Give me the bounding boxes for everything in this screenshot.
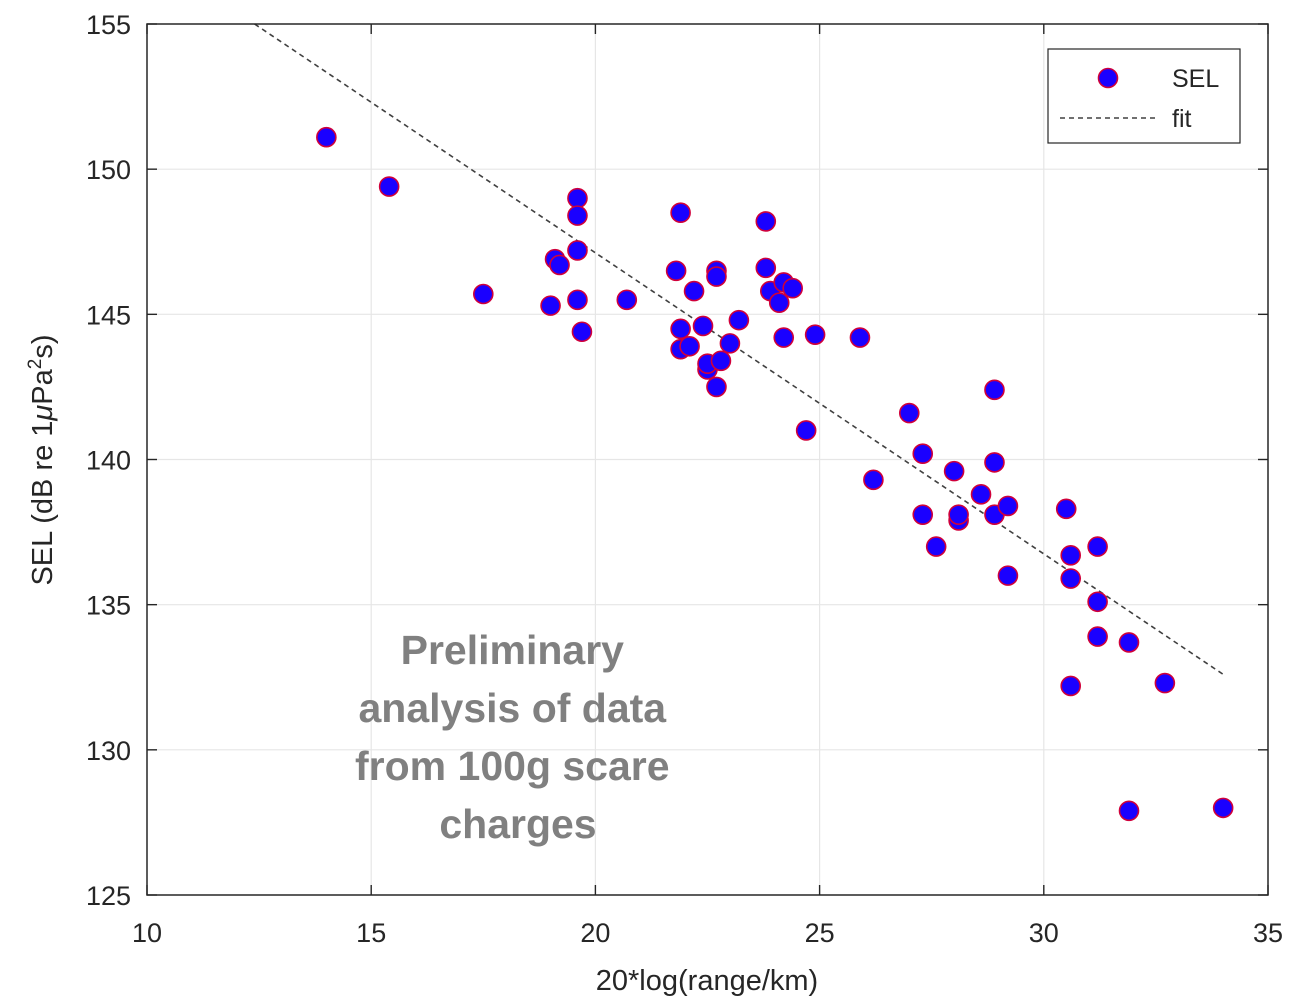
data-point [1087,536,1108,557]
data-point [316,126,337,148]
data-point [549,254,570,276]
data-point [670,202,691,224]
data-point [948,504,969,525]
data-point [1087,626,1108,647]
data-point [863,469,884,491]
data-point [1212,797,1234,819]
data-points [316,126,1234,822]
data-point [571,321,593,343]
data-point [472,283,494,305]
data-point [912,443,934,464]
data-point [795,420,817,441]
data-point [1060,568,1082,589]
data-point [719,333,741,354]
data-point [567,187,588,209]
data-point [1055,498,1077,520]
data-point [984,379,1005,401]
y-tick-label: 130 [86,736,131,766]
data-point [773,327,795,348]
y-tick-label: 125 [86,881,131,911]
data-point [755,211,777,232]
data-point [692,315,714,337]
data-point [782,277,803,299]
axis-ticks [146,23,1269,896]
data-point [1118,800,1140,822]
y-tick-label: 150 [86,155,131,185]
data-point [970,484,992,505]
data-point [804,324,826,345]
y-tick-label: 140 [86,446,131,476]
legend-fit-label: fit [1172,105,1192,133]
y-tick-label: 155 [86,10,131,40]
data-point [849,327,871,348]
data-point [984,452,1005,473]
data-point [728,309,750,331]
grid-lines [147,24,1268,895]
data-point [567,240,588,261]
y-axis-label: SEL (dB re 1μPa2s) [25,334,59,585]
data-point [1087,591,1108,613]
data-point [706,376,727,398]
legend-sel-label: SEL [1172,65,1219,93]
data-point [1060,675,1082,697]
data-point [670,318,691,340]
data-point [706,266,727,287]
y-tick-label: 135 [86,591,131,621]
data-point [768,292,790,314]
data-point [755,257,777,279]
data-point [679,335,700,357]
x-tick-label: 15 [356,918,386,948]
data-point [997,565,1019,586]
data-point [710,350,732,372]
fit-line [254,23,1224,676]
x-tick-label: 25 [805,918,835,948]
legend-box [1047,48,1241,144]
data-point [925,536,947,557]
data-point [912,504,934,525]
data-point [540,295,561,316]
x-tick-label: 35 [1253,918,1283,948]
y-tick-label: 145 [86,300,131,330]
data-point [1060,545,1082,566]
x-tick-label: 30 [1029,918,1059,948]
x-tick-label: 10 [132,918,162,948]
data-point [616,289,638,311]
data-point [1154,672,1176,694]
tick-labels: 10 15 20 25 30 35 125 130 135 140 145 150 155 [86,10,1283,948]
data-point [943,460,965,482]
data-point [567,205,588,226]
data-point [997,495,1019,517]
data-point [1118,632,1140,653]
annotation-text: Preliminary analysis of data from 100g s… [355,627,681,847]
data-point [683,280,705,302]
data-point [898,402,920,424]
data-point [567,289,588,311]
x-tick-label: 20 [580,918,610,948]
legend: SEL fit [1047,48,1241,144]
data-point [665,260,687,282]
data-point [378,176,400,197]
x-axis-label: 20*log(range/km) [596,965,818,997]
legend-sel-marker [1097,67,1119,89]
